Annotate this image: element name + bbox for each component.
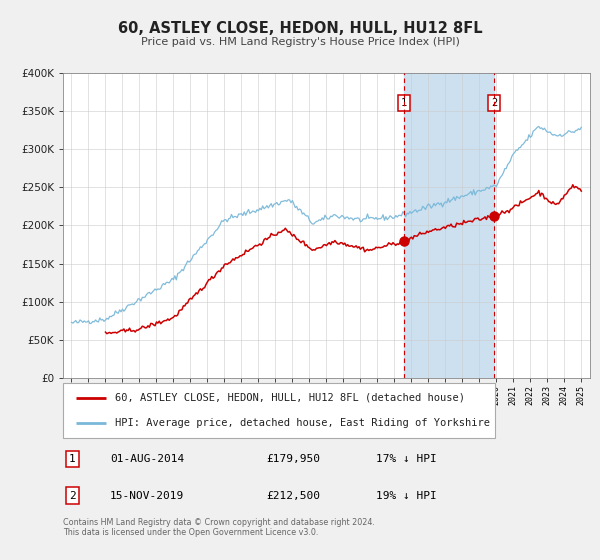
FancyBboxPatch shape (63, 383, 495, 438)
Text: 1: 1 (69, 454, 76, 464)
Text: 60, ASTLEY CLOSE, HEDON, HULL, HU12 8FL (detached house): 60, ASTLEY CLOSE, HEDON, HULL, HU12 8FL … (115, 393, 465, 403)
Text: 2: 2 (69, 491, 76, 501)
Bar (404, 73, 494, 378)
Text: HPI: Average price, detached house, East Riding of Yorkshire: HPI: Average price, detached house, East… (115, 418, 490, 428)
Text: £179,950: £179,950 (266, 454, 320, 464)
Text: 60, ASTLEY CLOSE, HEDON, HULL, HU12 8FL: 60, ASTLEY CLOSE, HEDON, HULL, HU12 8FL (118, 21, 482, 36)
Text: 19% ↓ HPI: 19% ↓ HPI (376, 491, 437, 501)
Text: 01-AUG-2014: 01-AUG-2014 (110, 454, 184, 464)
Text: £212,500: £212,500 (266, 491, 320, 501)
Text: 17% ↓ HPI: 17% ↓ HPI (376, 454, 437, 464)
Text: Contains HM Land Registry data © Crown copyright and database right 2024.
This d: Contains HM Land Registry data © Crown c… (63, 518, 375, 538)
Text: 2: 2 (491, 99, 497, 108)
Text: Price paid vs. HM Land Registry's House Price Index (HPI): Price paid vs. HM Land Registry's House … (140, 37, 460, 47)
Text: 15-NOV-2019: 15-NOV-2019 (110, 491, 184, 501)
Text: 1: 1 (401, 99, 407, 108)
